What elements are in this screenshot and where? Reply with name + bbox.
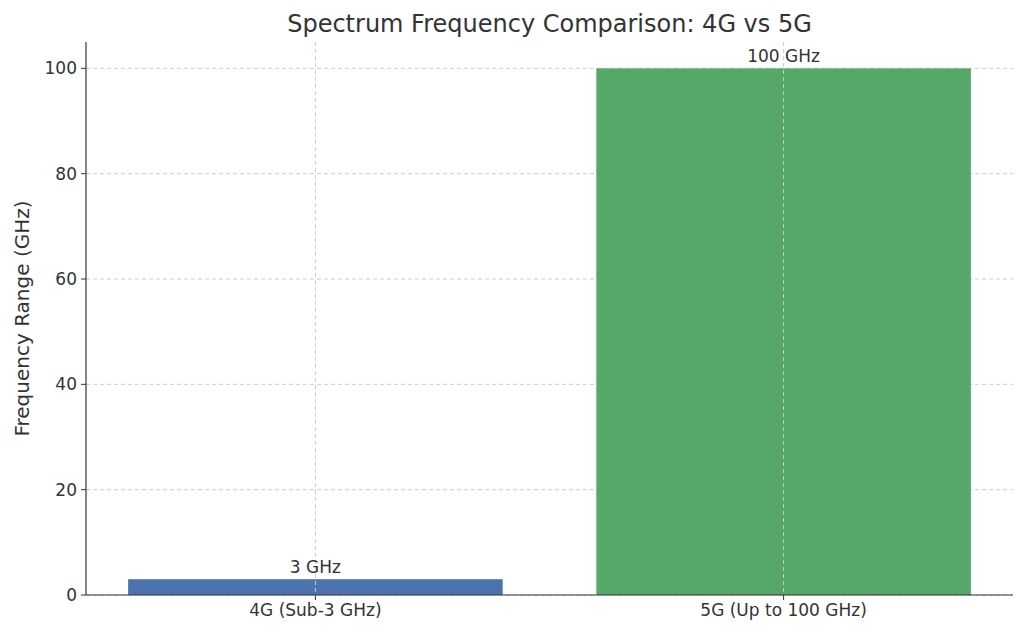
y-axis-label: Frequency Range (GHz) <box>10 200 34 436</box>
data-label: 100 GHz <box>747 46 820 66</box>
y-tick <box>81 595 86 596</box>
y-axis-line <box>85 42 86 595</box>
data-label: 3 GHz <box>290 557 341 577</box>
background <box>0 0 1024 632</box>
grid <box>86 68 1013 595</box>
y-tick-label: 100 <box>45 58 77 78</box>
y-tick-label: 20 <box>55 480 77 500</box>
y-tick-label: 80 <box>55 164 77 184</box>
x-tick-label: 4G (Sub-3 GHz) <box>249 600 381 620</box>
chart-container: 0 20 40 60 80 100 4G (Sub-3 GHz) 5G (Up to 100 … <box>0 0 1024 632</box>
grid-line-x <box>315 42 316 595</box>
x-tick-label: 5G (Up to 100 GHz) <box>700 600 867 620</box>
y-tick <box>81 384 86 385</box>
y-tick <box>81 173 86 174</box>
x-axis-line <box>86 594 1013 595</box>
title: Spectrum Frequency Comparison: 4G vs 5G <box>287 10 812 38</box>
grid-x <box>315 42 783 595</box>
y-tick <box>81 279 86 280</box>
grid-line-y <box>86 595 1013 596</box>
grid-line-x <box>783 42 784 595</box>
y-tick-label: 40 <box>55 374 77 394</box>
y-tick-label: 0 <box>66 585 77 605</box>
chart-svg: 0 20 40 60 80 100 4G (Sub-3 GHz) 5G (Up to 100 … <box>0 0 1024 632</box>
y-tick <box>81 489 86 490</box>
bars <box>128 68 971 595</box>
y-tick <box>81 68 86 69</box>
y-tick-label: 60 <box>55 269 77 289</box>
